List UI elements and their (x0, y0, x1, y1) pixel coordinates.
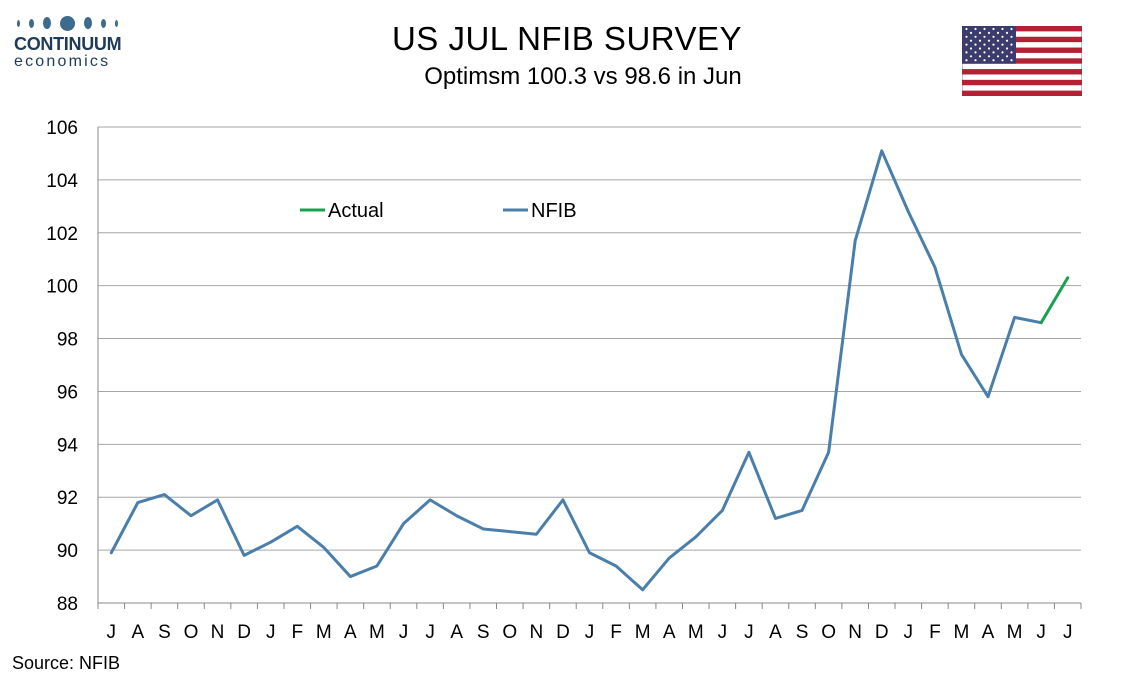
series-line-nfib (109, 149, 1043, 592)
x-tick-label: J (399, 622, 409, 643)
y-tick-label: 90 (57, 541, 78, 562)
y-tick-label: 102 (46, 224, 78, 245)
x-tick-label: M (635, 622, 651, 643)
y-tick-label: 104 (46, 171, 78, 192)
x-tick-label: D (237, 622, 251, 643)
x-tick-label: J (904, 622, 914, 643)
x-tick-label: D (556, 622, 570, 643)
series-lines (109, 149, 1070, 592)
chart-subtitle: Optimsm 100.3 vs 98.6 in Jun (424, 63, 742, 90)
x-tick-label: N (848, 622, 862, 643)
x-tick-label: J (744, 622, 754, 643)
x-tick-label: M (369, 622, 385, 643)
x-tick-label: O (821, 622, 836, 643)
legend-label-nfib: NFIB (531, 200, 577, 222)
x-tick-label: F (929, 622, 941, 643)
x-tick-label: A (132, 622, 145, 643)
us-flag-icon (962, 26, 1082, 96)
x-tick-label: J (1063, 622, 1073, 643)
x-tick-label: J (266, 622, 276, 643)
x-tick-label: M (688, 622, 704, 643)
x-tick-label: F (291, 622, 303, 643)
x-tick-label: M (316, 622, 332, 643)
x-tick-label: N (211, 622, 225, 643)
legend: Actual NFIB (300, 200, 577, 222)
y-tick-label: 96 (57, 382, 78, 403)
x-tick-label: A (450, 622, 463, 643)
source-note: Source: NFIB (12, 653, 121, 673)
x-tick-label: F (610, 622, 622, 643)
x-tick-label: J (585, 622, 595, 643)
y-axis-ticks: 88 90 92 94 96 98 100 102 104 106 (46, 118, 78, 615)
y-tick-label: 100 (46, 277, 78, 298)
chart-title: US JUL NFIB SURVEY (391, 20, 743, 57)
logo: CONTINUUM economics (14, 14, 144, 78)
x-tick-label: A (663, 622, 676, 643)
x-tick-label: D (875, 622, 889, 643)
axes (97, 127, 1082, 609)
y-tick-label: 98 (57, 330, 78, 351)
series-line-actual (1039, 276, 1070, 325)
x-tick-label: J (718, 622, 728, 643)
x-tick-label: J (1036, 622, 1046, 643)
logo-subtitle: economics (14, 53, 111, 70)
x-tick-label: S (477, 622, 490, 643)
logo-name: CONTINUUM (14, 34, 122, 54)
y-tick-label: 106 (46, 118, 78, 139)
y-tick-label: 92 (57, 488, 78, 509)
x-tick-label: J (107, 622, 117, 643)
y-tick-label: 88 (57, 594, 78, 615)
y-tick-label: 94 (57, 435, 79, 456)
x-tick-label: A (769, 622, 782, 643)
x-tick-label: N (529, 622, 543, 643)
x-tick-label: S (158, 622, 171, 643)
x-tick-label: O (502, 622, 517, 643)
x-tick-label: J (425, 622, 435, 643)
x-tick-label: M (1007, 622, 1023, 643)
x-tick-label: M (954, 622, 970, 643)
x-tick-label: A (344, 622, 357, 643)
legend-label-actual: Actual (328, 200, 384, 222)
gridlines (98, 126, 1081, 551)
x-tick-label: S (796, 622, 809, 643)
x-tick-label: A (982, 622, 995, 643)
logo-dots-icon (14, 14, 144, 32)
x-tick-label: O (184, 622, 199, 643)
